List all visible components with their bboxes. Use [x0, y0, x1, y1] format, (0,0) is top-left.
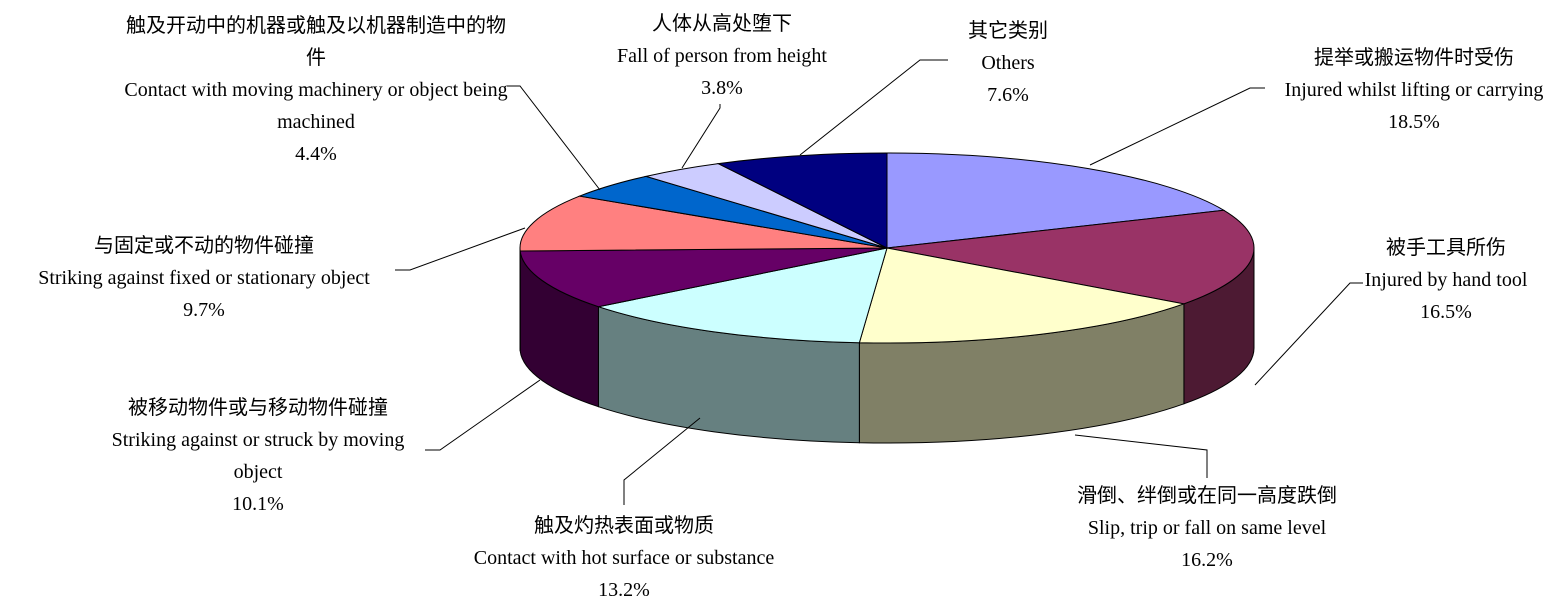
slice-label: 其它类别 Others 7.6% — [968, 15, 1048, 111]
slice-label: 触及开动中的机器或触及以机器制造中的物件 Contact with moving … — [121, 10, 511, 170]
label-en: Striking against fixed or stationary obj… — [38, 267, 370, 289]
label-en: Others — [981, 52, 1035, 74]
label-en: Contact with hot surface or substance — [473, 547, 775, 569]
label-zh: 被手工具所伤 — [1386, 237, 1506, 259]
slice — [886, 209, 1255, 305]
label-zh: 触及开动中的机器或触及以机器制造中的物件 — [126, 15, 506, 69]
label-zh: 提举或搬运物件时受伤 — [1313, 47, 1514, 69]
label-zh: 触及灼热表面或物质 — [534, 515, 714, 537]
slice — [716, 152, 888, 249]
slice — [886, 152, 1226, 249]
leader-line — [1089, 87, 1265, 166]
leader-line — [1254, 282, 1363, 386]
value-label: 18.5% — [1388, 111, 1440, 133]
label-zh: 其它类别 — [968, 20, 1048, 42]
slice — [858, 247, 1186, 344]
value-label: 10.1% — [232, 493, 284, 515]
label-en: Contact with moving machinery or object … — [124, 79, 508, 133]
leader-line — [681, 104, 721, 169]
slice-label: 触及灼热表面或物质 Contact with hot surface or sub… — [474, 510, 774, 599]
label-en: Fall of person from height — [617, 45, 827, 67]
value-label: 3.8% — [701, 77, 743, 99]
label-zh: 与固定或不动的物件碰撞 — [94, 235, 314, 257]
value-label: 4.4% — [295, 143, 337, 165]
value-label: 16.2% — [1181, 549, 1233, 571]
label-en: Slip, trip or fall on same level — [1087, 517, 1327, 539]
leader-line — [507, 85, 601, 191]
label-en: Striking against or struck by moving obj… — [111, 429, 405, 483]
value-label: 16.5% — [1420, 301, 1472, 323]
slice-label: 与固定或不动的物件碰撞 Striking against fixed or sta… — [38, 230, 370, 326]
slice-label: 被手工具所伤 Injured by hand tool 16.5% — [1365, 232, 1528, 328]
label-zh: 人体从高处堕下 — [652, 13, 792, 35]
label-en: Injured by hand tool — [1364, 269, 1528, 291]
value-label: 7.6% — [987, 84, 1029, 106]
label-zh: 滑倒、绊倒或在同一高度跌倒 — [1077, 485, 1337, 507]
slice-label: 被移动物件或与移动物件碰撞 Striking against or struck … — [86, 392, 431, 520]
leader-line — [799, 59, 948, 156]
slice — [519, 195, 888, 252]
slice-label: 提举或搬运物件时受伤 Injured whilst lifting or carr… — [1285, 42, 1544, 138]
leader-line — [395, 227, 526, 271]
slice — [596, 247, 888, 344]
slice-label: 人体从高处堕下 Fall of person from height 3.8% — [617, 8, 827, 104]
slice-label: 滑倒、绊倒或在同一高度跌倒 Slip, trip or fall on same … — [1077, 480, 1337, 576]
label-en: Injured whilst lifting or carrying — [1284, 79, 1544, 101]
value-label: 13.2% — [598, 579, 650, 599]
value-label: 9.7% — [183, 299, 225, 321]
leader-line — [1074, 434, 1208, 478]
slice — [519, 247, 888, 308]
label-zh: 被移动物件或与移动物件碰撞 — [128, 397, 388, 419]
leader-line — [623, 417, 701, 505]
leader-line — [425, 379, 541, 451]
